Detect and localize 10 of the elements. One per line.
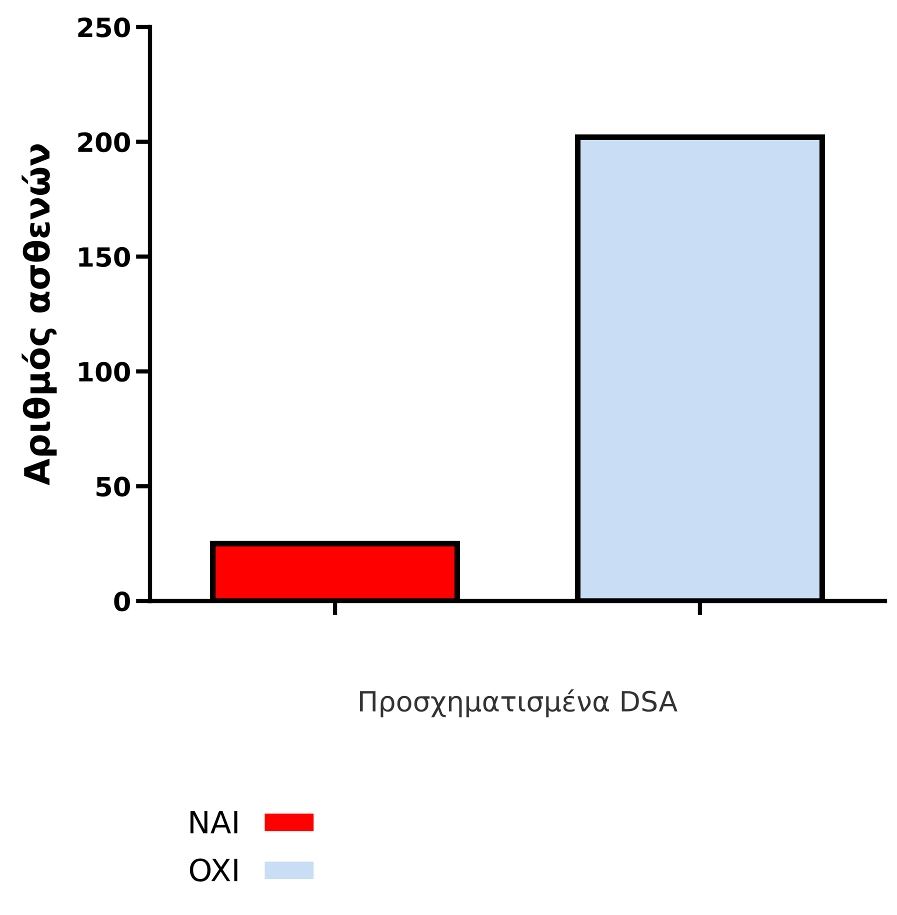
y-tick-label: 50 <box>96 476 130 497</box>
y-tick-label: 250 <box>78 17 130 38</box>
y-tick-label: 100 <box>79 362 130 382</box>
y-tick-label: 150 <box>79 247 130 267</box>
legend-label: NAI <box>190 810 238 834</box>
x-axis-title: Προσχηματισμένα DSA <box>360 689 678 718</box>
y-axis-title: Αριθμός ασθενών <box>22 144 57 486</box>
y-tick-label: 0 <box>114 591 130 612</box>
legend-label: OXI <box>190 858 238 882</box>
y-tick-label: 200 <box>78 132 130 152</box>
